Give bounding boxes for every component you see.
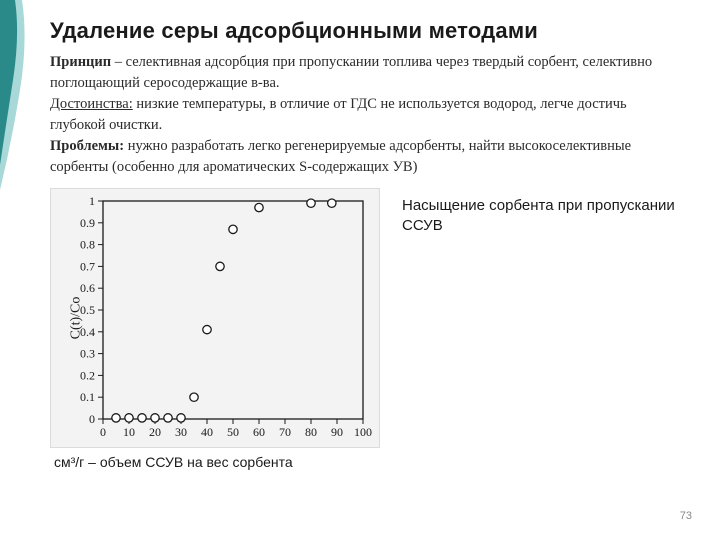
svg-text:0: 0 <box>89 412 95 426</box>
chart-xlabel: см³/г – объем ССУВ на вес сорбента <box>54 454 680 470</box>
svg-text:80: 80 <box>305 425 317 439</box>
svg-text:90: 90 <box>331 425 343 439</box>
svg-text:0.6: 0.6 <box>80 281 95 295</box>
slide-title: Удаление серы адсорбционными методами <box>50 18 680 44</box>
svg-text:0.7: 0.7 <box>80 259 95 273</box>
svg-text:0.4: 0.4 <box>80 325 95 339</box>
side-caption: Насыщение сорбента при пропускании ССУВ <box>402 196 680 237</box>
advantages-label: Достоинства: <box>50 96 133 112</box>
svg-text:0.2: 0.2 <box>80 368 95 382</box>
breakthrough-chart: C(t)/Co 010203040506070809010000.10.20.3… <box>50 188 380 448</box>
svg-text:30: 30 <box>175 425 187 439</box>
svg-text:0.1: 0.1 <box>80 390 95 404</box>
chart-svg: 0 10 20 30 40 50 60 70 80 90 100 0 0.1 0.2 0.3 0.4 0.5 0.… <box>51 189 381 449</box>
svg-text:100: 100 <box>354 425 372 439</box>
slide-container: Удаление серы адсорбционными методами Пр… <box>0 0 720 540</box>
svg-text:0.8: 0.8 <box>80 238 95 252</box>
svg-text:20: 20 <box>149 425 161 439</box>
svg-text:60: 60 <box>253 425 265 439</box>
page-number: 73 <box>680 510 692 522</box>
principle-text: – селективная адсорбция при пропускании … <box>50 54 652 91</box>
content-row: C(t)/Co 010203040506070809010000.10.20.3… <box>50 188 680 448</box>
principle-label: Принцип <box>50 54 111 70</box>
advantages-text: низкие температуры, в отличие от ГДС не … <box>50 96 627 133</box>
svg-text:1: 1 <box>89 194 95 208</box>
svg-text:50: 50 <box>227 425 239 439</box>
xlabel-text: см³/г – объем ССУВ на вес сорбента <box>54 454 293 470</box>
problems-label: Проблемы: <box>50 138 124 154</box>
svg-text:0: 0 <box>100 425 106 439</box>
svg-text:0.9: 0.9 <box>80 216 95 230</box>
svg-text:0.3: 0.3 <box>80 347 95 361</box>
svg-text:70: 70 <box>279 425 291 439</box>
body-paragraph: Принцип – селективная адсорбция при проп… <box>50 52 680 178</box>
svg-text:10: 10 <box>123 425 135 439</box>
problems-text: нужно разработать легко регенерируемые а… <box>50 138 631 175</box>
svg-text:0.5: 0.5 <box>80 303 95 317</box>
svg-text:40: 40 <box>201 425 213 439</box>
